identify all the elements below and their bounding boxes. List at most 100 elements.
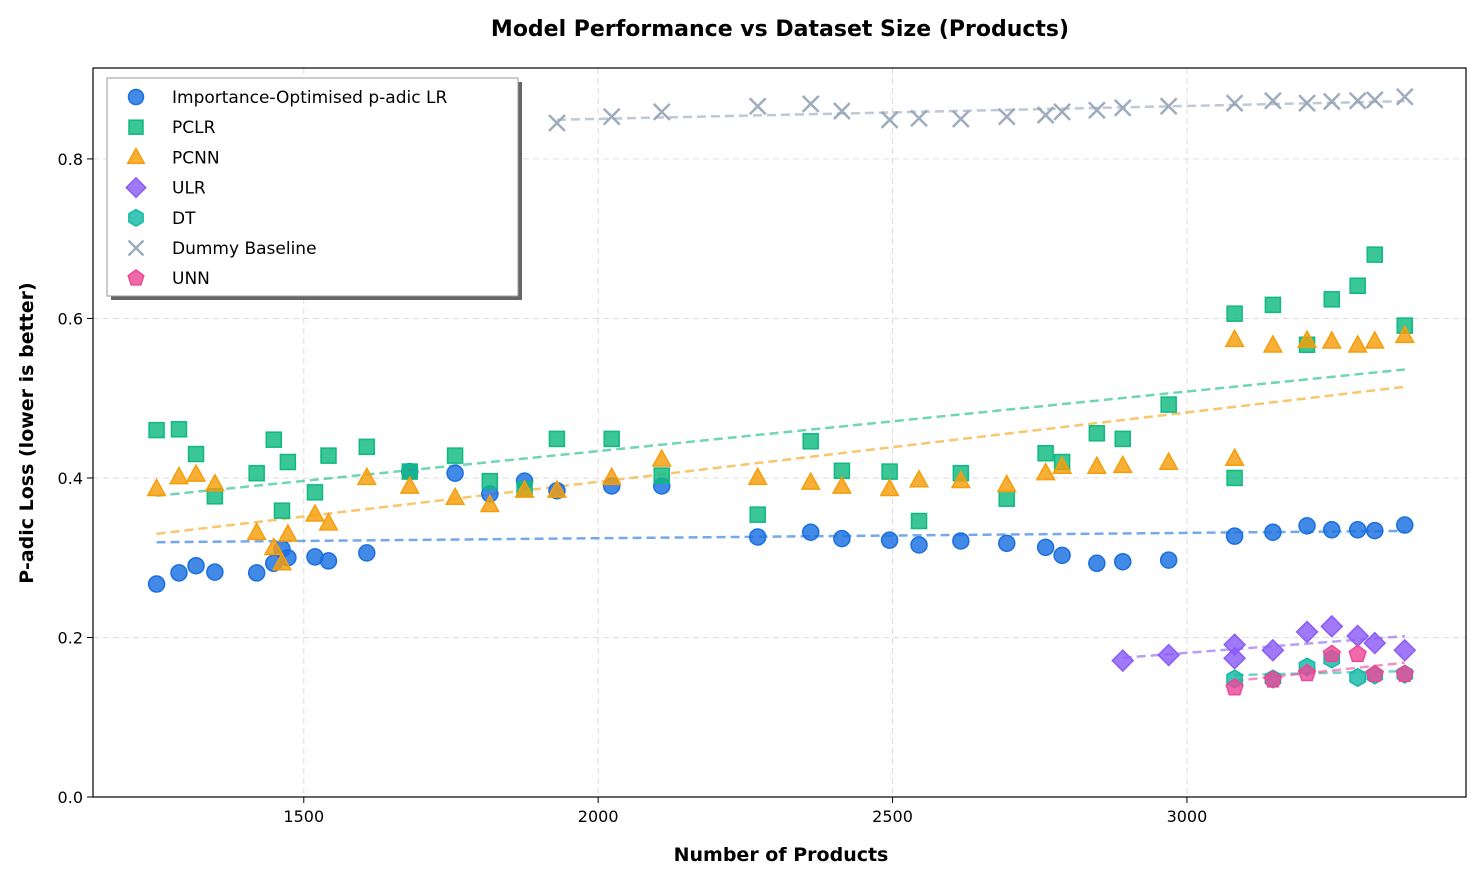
data-point [1322, 92, 1341, 111]
data-point [1224, 447, 1245, 466]
data-point [652, 102, 671, 121]
data-point [602, 107, 621, 126]
data-point [1159, 97, 1178, 116]
data-point [1088, 425, 1106, 442]
data-point [1264, 91, 1282, 110]
data-point [950, 469, 971, 489]
data-point [206, 563, 224, 581]
data-point [548, 430, 566, 448]
legend: Importance-Optimised p-adic LR PCLR PCNN UL… [106, 77, 522, 300]
data-point [1321, 330, 1342, 349]
data-point [801, 523, 820, 541]
trendline-dummy-baseline [556, 99, 1405, 122]
data-point [1036, 538, 1055, 557]
data-point [247, 564, 266, 582]
legend-box [106, 77, 519, 297]
data-point [1037, 444, 1054, 462]
data-point [910, 512, 928, 530]
y-tick-label: 0.4 [58, 469, 83, 488]
data-point [1263, 670, 1283, 688]
data-point [1363, 631, 1387, 655]
data-point [1298, 94, 1316, 112]
data-point [880, 531, 899, 549]
data-point [1086, 455, 1107, 474]
data-point [601, 466, 622, 486]
data-point [204, 473, 225, 492]
data-point [1394, 324, 1415, 344]
data-point [319, 552, 338, 570]
data-point [1323, 291, 1341, 308]
data-point [263, 536, 284, 556]
data-point [802, 433, 819, 450]
data-point [1088, 554, 1106, 573]
data-point [248, 464, 265, 482]
data-point [996, 473, 1017, 493]
data-point [1225, 527, 1244, 545]
legend-marker [127, 268, 145, 286]
data-point [246, 521, 267, 541]
data-point [265, 431, 283, 448]
data-point [546, 479, 568, 498]
legend-marker [127, 239, 145, 257]
data-point [748, 97, 767, 116]
data-point [358, 438, 376, 456]
legend-label: DT [172, 209, 196, 229]
legend-label: Importance-Optimised p-adic LR [172, 88, 447, 108]
data-point [185, 463, 207, 482]
data-point [1052, 455, 1073, 474]
data-point [1298, 517, 1316, 535]
data-point [271, 552, 293, 571]
data-point [749, 506, 766, 523]
trendline-importance-optimised-p-adic-lr [156, 529, 1405, 544]
data-point [908, 469, 930, 488]
data-point [603, 430, 620, 448]
data-point [880, 110, 899, 129]
data-point [747, 466, 768, 486]
y-tick-label: 0.6 [58, 309, 83, 328]
legend-marker [126, 146, 146, 165]
data-point [1347, 334, 1368, 353]
data-point [1261, 638, 1285, 662]
data-point [1225, 677, 1244, 696]
data-point [1157, 643, 1181, 667]
data-point [1366, 246, 1383, 263]
data-point [910, 536, 928, 554]
legend-marker [128, 208, 144, 227]
data-point [1320, 614, 1344, 638]
data-point [910, 109, 928, 128]
data-point [277, 523, 298, 542]
data-point [170, 421, 188, 438]
data-point [1297, 663, 1317, 682]
data-point [1264, 296, 1282, 314]
data-point [1395, 87, 1414, 106]
data-point [318, 512, 339, 531]
data-point [1224, 328, 1245, 348]
data-point [1053, 102, 1071, 121]
data-point [1348, 644, 1367, 663]
chart-title: Model Performance vs Dataset Size (Produ… [491, 17, 1069, 42]
x-axis-label: Number of Products [674, 844, 889, 866]
data-point [358, 544, 376, 562]
legend-label: ULR [172, 179, 206, 199]
data-point [881, 463, 898, 480]
legend-label: PCLR [172, 118, 216, 138]
data-point [279, 453, 297, 471]
data-point [1087, 101, 1106, 120]
data-point [320, 447, 337, 464]
data-point [446, 464, 464, 482]
data-point [1113, 98, 1132, 117]
y-tick-label: 0.8 [58, 150, 83, 169]
data-point [952, 532, 970, 550]
data-point [187, 445, 205, 463]
data-point [1348, 91, 1367, 110]
data-point [1111, 649, 1135, 673]
data-point [1348, 521, 1367, 539]
x-tick-label: 3000 [1167, 807, 1208, 826]
data-point [1365, 91, 1384, 109]
plot-frame [92, 67, 1467, 798]
data-point [1036, 106, 1055, 124]
data-point [1349, 277, 1366, 294]
data-point [168, 466, 190, 485]
legend-marker [128, 119, 144, 135]
x-tick-label: 1500 [283, 807, 324, 826]
